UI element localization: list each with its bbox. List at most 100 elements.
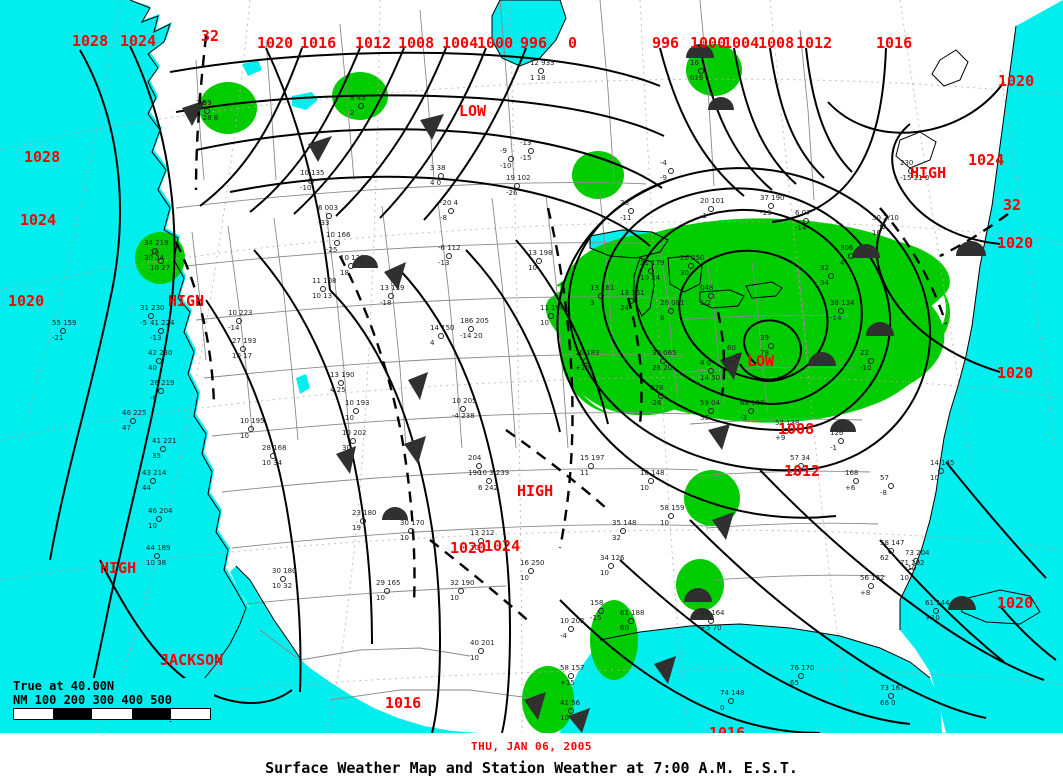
station-plot: 230 -15 11 0 [900, 160, 929, 182]
station-bottom-values: 32 [612, 534, 621, 542]
station-bottom-values: 10 24 [640, 274, 661, 282]
station-bottom-values: 10 [640, 484, 649, 492]
station-bottom-values: +9 [775, 434, 786, 442]
station-top-values: 10 193 [345, 399, 370, 407]
station-bottom-values: 34 [820, 279, 829, 287]
station-top-values: 27 193 [232, 337, 257, 345]
station-plot: 34 126 10 [600, 555, 625, 577]
station-top-values: 10 183 [575, 349, 600, 357]
map-title-block: THU, JAN 06, 2005 Surface Weather Map an… [0, 733, 1063, 783]
scale-projection-label: True at 40.00N [13, 679, 115, 693]
station-plot: 10 183 +26 [575, 350, 600, 372]
station-bottom-values: 10 13 [312, 292, 333, 300]
station-bottom-values: -25 [790, 469, 802, 477]
station-plot: 16 016 [690, 60, 704, 82]
station-circle-icon [748, 408, 754, 414]
station-top-values: 26 050 [680, 254, 705, 262]
pressure-system-label: HIGH [168, 292, 205, 310]
station-plot: 73 167 66 0 [880, 685, 905, 707]
station-bottom-values: -8 [440, 214, 447, 222]
station-top-values: 42 230 [148, 349, 173, 357]
station-top-values: 16 [690, 59, 699, 67]
station-bottom-values: 4 25 [330, 386, 346, 394]
station-circle-icon [708, 408, 714, 414]
station-top-values: -6 112 [438, 244, 461, 252]
station-bottom-values: -5 [140, 319, 147, 327]
freezing-line-label: 32 [1003, 196, 1022, 214]
station-circle-icon [628, 618, 634, 624]
station-circle-icon [548, 313, 554, 319]
station-bottom-values: 10 [560, 714, 569, 722]
station-bottom-values: 10 [148, 522, 157, 530]
station-bottom-values: -13 [150, 334, 162, 342]
station-top-values: 10 166 [326, 231, 351, 239]
scale-segment [53, 709, 93, 719]
station-circle-icon [648, 268, 654, 274]
station-plot: 168 +6 [845, 470, 859, 492]
station-bottom-values: +26 [575, 364, 590, 372]
station-plot: 57 -8 [880, 475, 894, 497]
station-circle-icon [476, 463, 482, 469]
station-circle-icon [728, 698, 734, 704]
station-bottom-values: 18 [340, 269, 349, 277]
station-circle-icon [156, 516, 162, 522]
station-top-values: 74 148 [720, 689, 745, 697]
station-top-values: 186 205 [460, 317, 489, 325]
isobar-value-label: 1020 [997, 364, 1034, 382]
station-plot: 38 134 -14 [830, 300, 855, 322]
station-circle-icon [60, 328, 66, 334]
station-plot: 186 205 -14 20 [460, 318, 489, 340]
isobar-value-label: 1024 [484, 537, 521, 555]
station-circle-icon [536, 258, 542, 264]
station-plot: 13 139 -18 [380, 285, 405, 307]
station-top-values: 204 [468, 454, 482, 462]
station-plot: 26 219 -6 [150, 380, 175, 402]
station-top-values: 13 190 [330, 371, 355, 379]
station-circle-icon [783, 428, 789, 434]
station-circle-icon [768, 203, 774, 209]
isobar-value-label: 1016 [385, 694, 422, 712]
station-top-values: 73 204 [905, 549, 930, 557]
station-plot: -9 -10 [500, 148, 514, 170]
station-circle-icon [528, 148, 534, 154]
station-bottom-values: -14 [830, 314, 842, 322]
isobar-value-label: 1024 [20, 211, 57, 229]
station-circle-icon [888, 693, 894, 699]
isobar-value-label: 1028 [24, 148, 61, 166]
station-bottom-values: 4 [840, 259, 845, 267]
station-top-values: 76 170 [790, 664, 815, 672]
station-plot: 10 202 30 [342, 430, 367, 452]
station-circle-icon [568, 626, 574, 632]
station-bottom-values: 3 [590, 299, 595, 307]
station-plot: 27 193 10 17 [232, 338, 257, 360]
station-plot: 30 2/10 16 [872, 215, 899, 237]
station-bottom-values: 62 [880, 554, 889, 562]
station-top-values: 10 202 [342, 429, 367, 437]
station-top-values: 126 [830, 429, 844, 437]
station-bottom-values: -6 [150, 394, 157, 402]
station-circle-icon [660, 358, 666, 364]
station-top-values: 23 180 [352, 509, 377, 517]
station-bottom-values: 10 34 [262, 459, 283, 467]
station-bottom-values: 65 [790, 679, 799, 687]
station-top-values: 13 139 [380, 284, 405, 292]
station-bottom-values: -18 [380, 299, 392, 307]
isobar-value-label: 996 [652, 34, 680, 52]
station-circle-icon [478, 648, 484, 654]
station-plot: 15 197 11 [580, 455, 605, 477]
station-top-values: 39 [760, 334, 769, 342]
station-top-values: 14 145 [930, 459, 955, 467]
station-bottom-values: 2 [350, 109, 355, 117]
isobar-value-label: 1024 [120, 32, 157, 50]
station-circle-icon [308, 178, 314, 184]
station-bottom-values: +10 [925, 614, 940, 622]
station-circle-icon [280, 576, 286, 582]
station-circle-icon [353, 408, 359, 414]
station-plot: 68 108 -3 [740, 400, 765, 422]
station-top-values: 34 219 [144, 239, 169, 247]
station-circle-icon [620, 528, 626, 534]
station-top-values: 14 150 [430, 324, 455, 332]
latlon-grid [0, 0, 1063, 733]
station-plot: 32 190 10 [450, 580, 475, 602]
station-bottom-values: -8 [880, 489, 887, 497]
